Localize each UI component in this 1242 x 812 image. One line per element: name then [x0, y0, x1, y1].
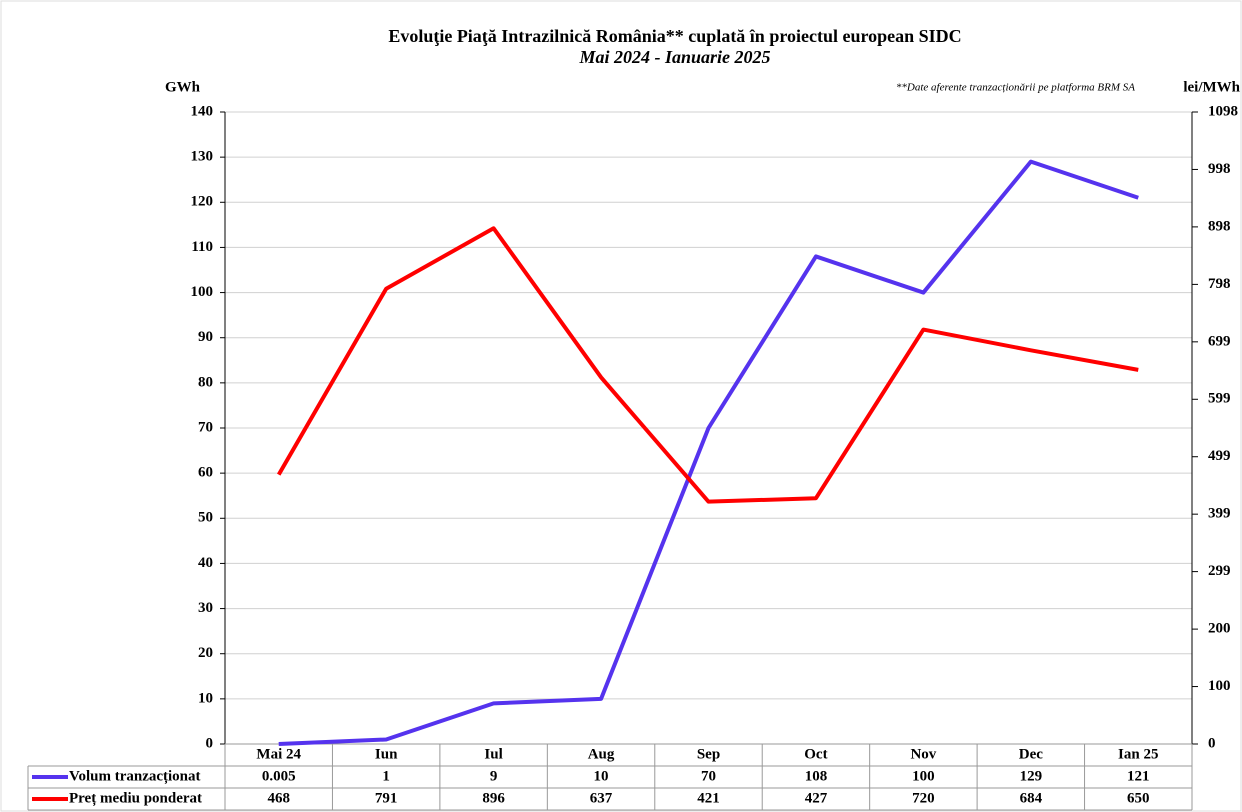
y2-tick-label: 399 [1208, 506, 1231, 522]
x-tick-label: Iun [375, 746, 398, 762]
y2-tick-label: 0 [1208, 735, 1216, 751]
y-tick-label: 40 [198, 555, 213, 571]
y2-tick-label: 798 [1208, 276, 1231, 292]
y2-tick-label: 1098 [1208, 103, 1238, 119]
y-tick-label: 130 [191, 149, 214, 165]
table-value: 650 [1127, 790, 1150, 806]
y-tick-label: 70 [198, 419, 213, 435]
table-value: 9 [490, 768, 498, 784]
table-value: 129 [1020, 768, 1043, 784]
table-value: 791 [375, 790, 398, 806]
table-value: 121 [1127, 768, 1150, 784]
table-value: 100 [912, 768, 935, 784]
x-tick-label: Nov [910, 746, 936, 762]
y-tick-label: 90 [198, 329, 213, 345]
table-value: 421 [697, 790, 720, 806]
y2-tick-label: 299 [1208, 563, 1231, 579]
table-value: 10 [594, 768, 609, 784]
x-tick-label: Sep [697, 746, 720, 762]
y-tick-label: 100 [191, 284, 214, 300]
table-value: 637 [590, 790, 613, 806]
y-tick-label: 50 [198, 510, 213, 526]
table-value: 684 [1020, 790, 1043, 806]
y2-tick-label: 599 [1208, 391, 1231, 407]
y-tick-label: 120 [191, 194, 214, 210]
y2-tick-label: 499 [1208, 448, 1231, 464]
y-tick-label: 0 [206, 735, 214, 751]
table-value: 1 [382, 768, 390, 784]
x-tick-label: Dec [1019, 746, 1043, 762]
legend-label: Preț mediu ponderat [69, 790, 202, 806]
y2-tick-label: 998 [1208, 161, 1231, 177]
table-value: 0.005 [262, 768, 296, 784]
table-value: 896 [482, 790, 505, 806]
table-value: 108 [805, 768, 828, 784]
table-value: 720 [912, 790, 935, 806]
series-line [276, 226, 1139, 504]
y2-tick-label: 100 [1208, 678, 1231, 694]
x-tick-label: Mai 24 [256, 746, 301, 762]
chart-title: Evoluţie Piaţă Intrazilnică România** cu… [388, 26, 961, 46]
note: **Date aferente tranzacționării pe platf… [896, 82, 1135, 94]
y-tick-label: 60 [198, 465, 213, 481]
y-tick-label: 110 [191, 239, 213, 255]
y2-tick-label: 699 [1208, 333, 1231, 349]
y-tick-label: 10 [198, 690, 213, 706]
y-tick-label: 20 [198, 645, 213, 661]
y2-tick-label: 898 [1208, 218, 1231, 234]
table-value: 427 [805, 790, 828, 806]
legend-label: Volum tranzacționat [69, 768, 201, 784]
table-value: 468 [267, 790, 290, 806]
y-tick-label: 140 [191, 103, 214, 119]
x-tick-label: Iul [484, 746, 502, 762]
x-tick-label: Ian 25 [1118, 746, 1158, 762]
y2-axis-label: lei/MWh [1183, 79, 1240, 95]
y-tick-label: 30 [198, 600, 213, 616]
y-tick-label: 80 [198, 374, 213, 390]
x-tick-label: Oct [804, 746, 827, 762]
series-line [278, 159, 1139, 746]
table-value: 70 [701, 768, 716, 784]
x-tick-label: Aug [588, 746, 615, 762]
y2-tick-label: 200 [1208, 621, 1231, 637]
y-axis-label: GWh [165, 79, 201, 95]
chart-subtitle: Mai 2024 - Ianuarie 2025 [578, 47, 770, 67]
